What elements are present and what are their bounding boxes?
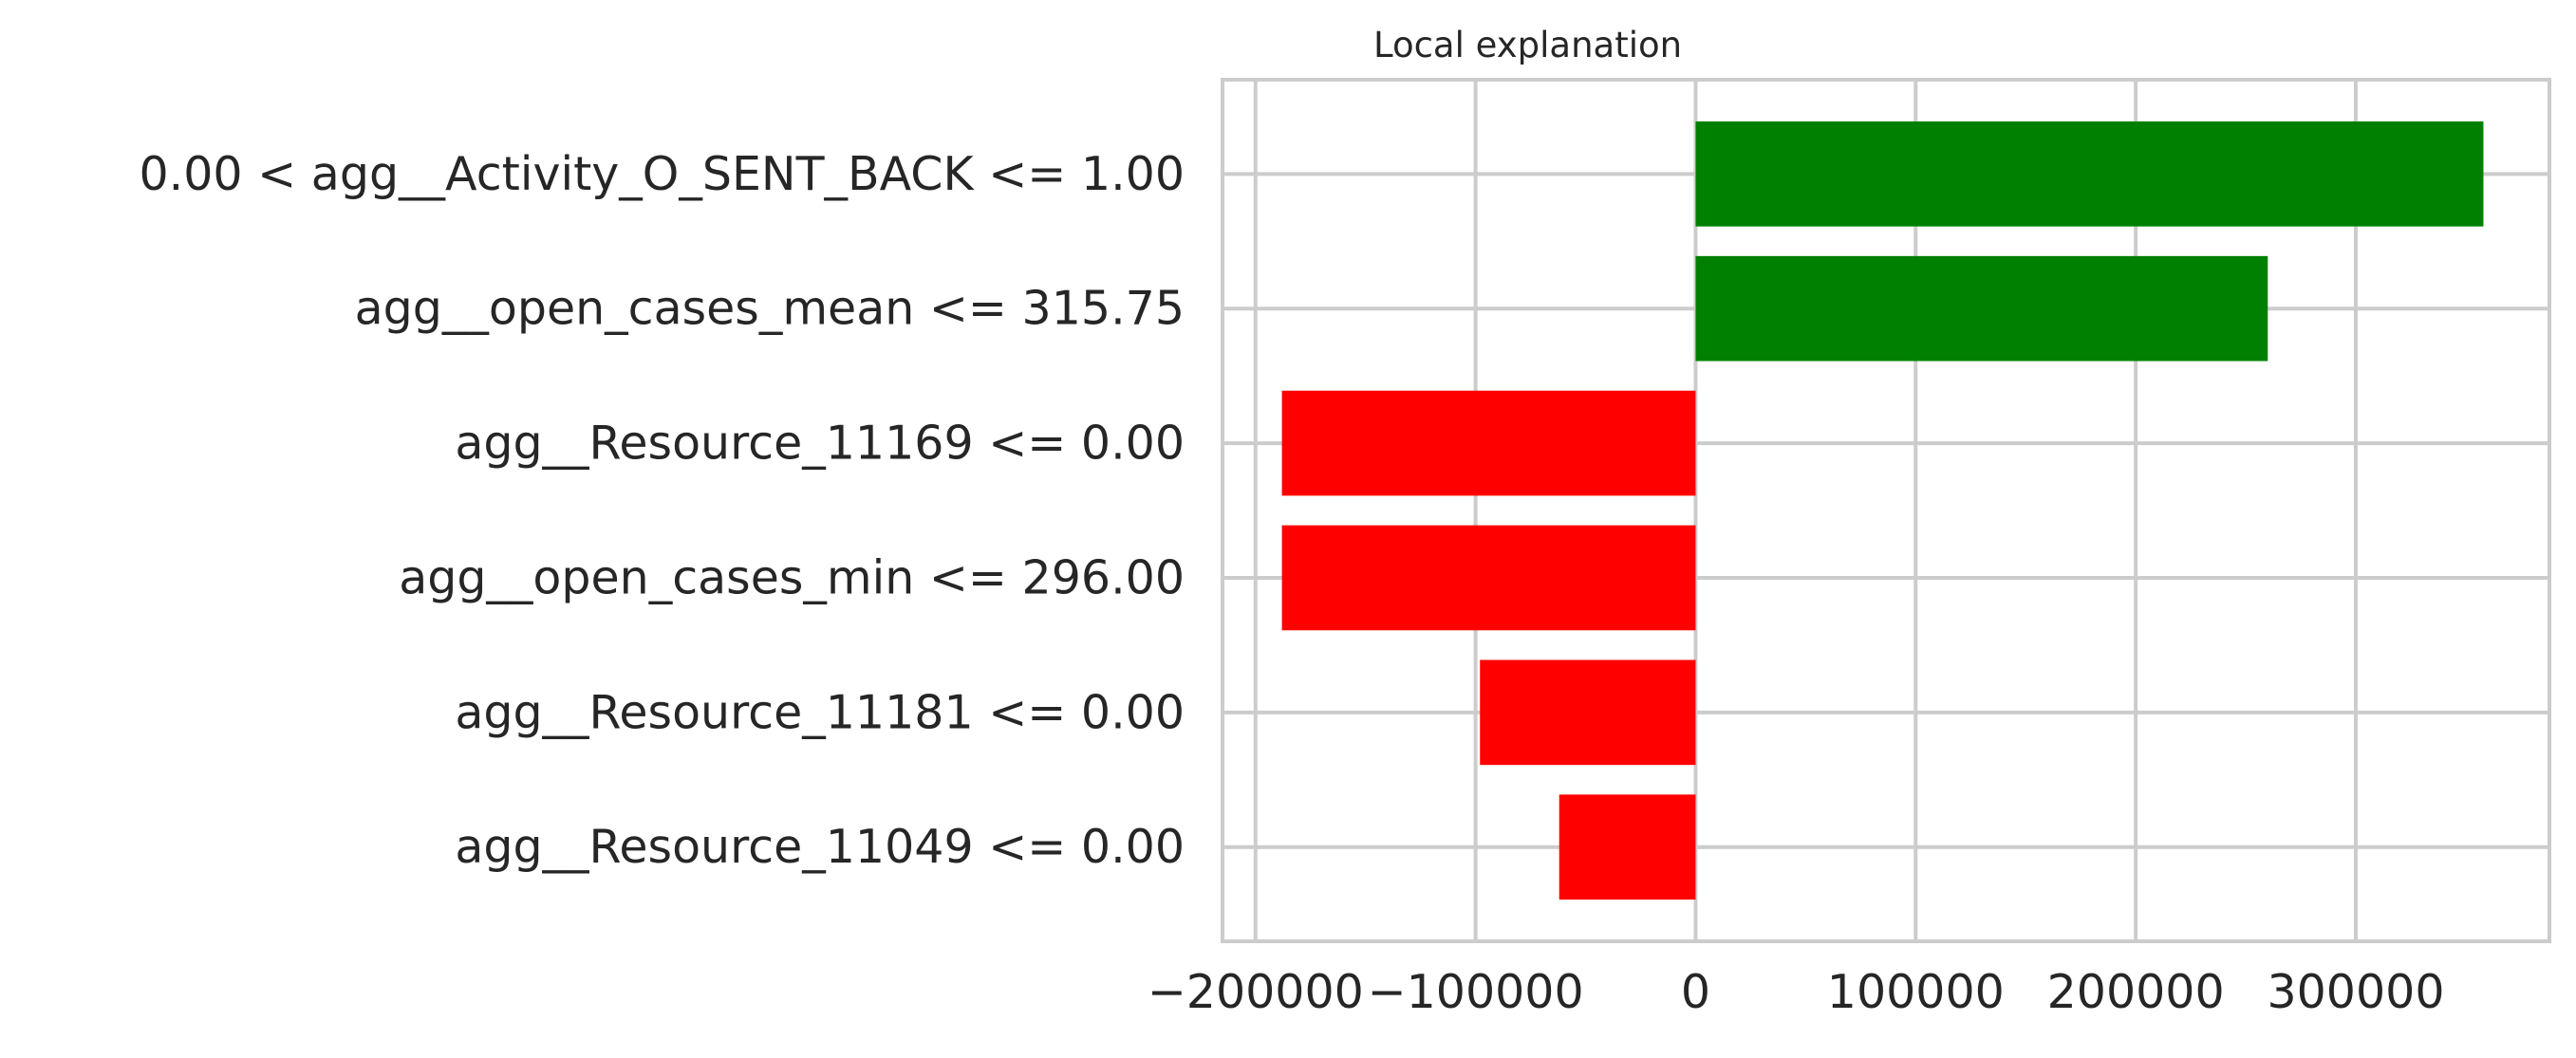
y-tick-label: agg__Resource_11049 <= 0.00: [455, 820, 1185, 874]
x-tick-label: 0: [1681, 965, 1710, 1019]
y-tick-label: agg__Resource_11181 <= 0.00: [455, 685, 1185, 739]
bar: [1695, 121, 2484, 227]
bar: [1480, 659, 1696, 766]
plot-frame: [1221, 78, 2551, 943]
bar: [1559, 794, 1696, 900]
y-tick-label: agg__open_cases_mean <= 315.75: [355, 282, 1185, 336]
bar: [1695, 255, 2268, 362]
y-tick-label: agg__open_cases_min <= 296.00: [399, 550, 1185, 604]
bar: [1281, 525, 1696, 631]
y-tick-label: agg__Resource_11169 <= 0.00: [455, 417, 1185, 471]
x-tick-label: −100000: [1368, 965, 1584, 1019]
x-tick-label: 300000: [2267, 965, 2444, 1019]
x-tick-label: 100000: [1827, 965, 2005, 1019]
y-tick-label: 0.00 < agg__Activity_O_SENT_BACK <= 1.00: [140, 147, 1185, 201]
x-tick-label: 200000: [2047, 965, 2225, 1019]
label-layer: −200000 −100000 0 100000 200000 300000 0.00 < …: [140, 147, 2445, 1019]
chart-title: Local explanation: [1373, 25, 1682, 65]
bar: [1281, 390, 1696, 496]
bar-layer: [1281, 121, 2484, 900]
x-tick-label: −200000: [1148, 965, 1364, 1019]
